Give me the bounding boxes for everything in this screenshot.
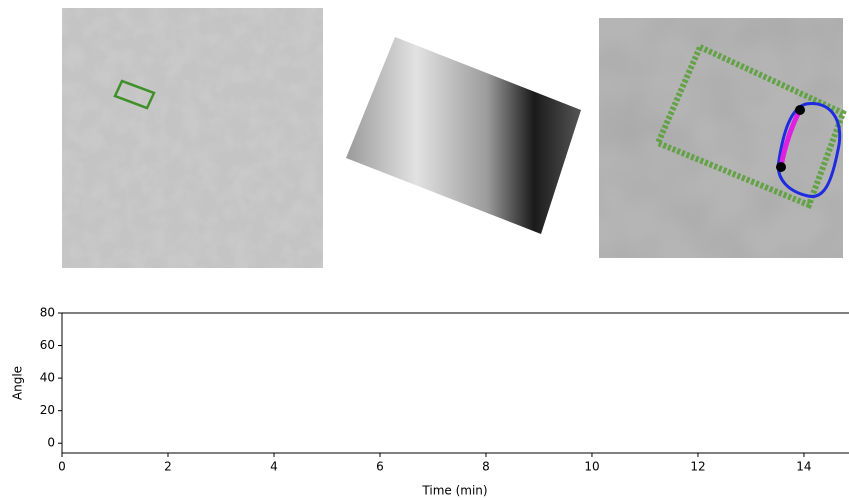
x-tick-label: 14	[796, 460, 811, 474]
y-tick-label: 40	[40, 371, 55, 385]
plot-area	[62, 313, 849, 453]
y-tick-label: 60	[40, 338, 55, 352]
angle-chart: Time (min) Angle 0 2 4 6 8 10 12 14 0 20 40 60 80	[11, 306, 849, 498]
x-tick-label: 2	[164, 460, 172, 474]
x-tick-label: 0	[58, 460, 66, 474]
figure: Time (min) Angle 0 2 4 6 8 10 12 14 0 20 40 60 80	[0, 0, 849, 500]
x-tick-label: 6	[376, 460, 384, 474]
y-tick-label: 20	[40, 403, 55, 417]
y-tick-label: 80	[40, 306, 55, 320]
y-tick-label: 0	[47, 436, 55, 450]
y-axis-label: Angle	[11, 366, 25, 400]
x-axis-label: Time (min)	[421, 484, 487, 498]
x-tick-label: 10	[584, 460, 599, 474]
detail-image	[599, 18, 843, 258]
x-tick-label: 4	[270, 460, 278, 474]
x-tick-label: 12	[690, 460, 705, 474]
rotated-crop-image	[346, 37, 581, 234]
x-tick-label: 8	[482, 460, 490, 474]
overview-image	[62, 8, 323, 268]
